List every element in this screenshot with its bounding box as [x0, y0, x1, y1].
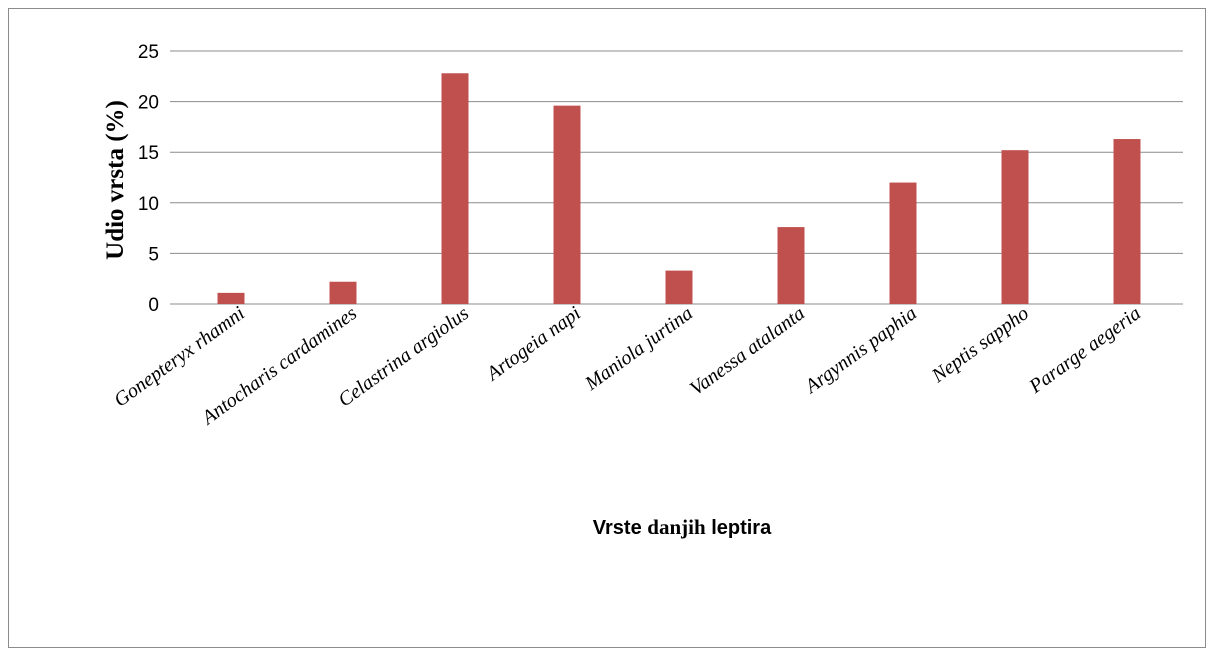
y-tick-label: 0 — [148, 295, 159, 316]
x-tick-label: Argynnis paphia — [800, 302, 921, 399]
y-axis-label: Udio vrsta (%) — [102, 100, 129, 260]
bar — [889, 182, 917, 304]
bar — [217, 292, 245, 304]
bar — [777, 227, 805, 304]
x-axis-label: Vrste danjih leptira — [593, 515, 772, 539]
bar — [441, 73, 469, 304]
x-tick-label: Artogeia napi — [481, 302, 585, 386]
bar — [1113, 139, 1141, 304]
x-axis-label-part-3: leptira — [706, 517, 772, 539]
y-tick-label: 15 — [138, 143, 159, 164]
x-axis-label-part-1: Vrste — [593, 517, 647, 539]
x-tick-label: Pararge aegeria — [1024, 302, 1145, 398]
x-tick-label: Neptis sappho — [927, 302, 1033, 387]
chart-frame — [8, 8, 1206, 648]
bars — [217, 73, 1141, 304]
y-tick-label: 10 — [138, 194, 159, 215]
y-tick-label: 20 — [138, 93, 159, 114]
bar — [1001, 150, 1029, 304]
gridlines — [170, 50, 1183, 305]
y-tick-labels: 0 5 10 15 20 25 — [138, 42, 159, 316]
x-tick-label: Vanessa atalanta — [686, 302, 809, 400]
x-axis-label-part-2: danjih — [647, 515, 706, 539]
bar — [665, 270, 693, 304]
bar — [553, 105, 581, 304]
x-tick-label: Maniola jurtina — [580, 302, 697, 395]
y-tick-label: 5 — [148, 244, 159, 265]
y-tick-label: 25 — [138, 42, 159, 63]
bar — [329, 281, 357, 304]
